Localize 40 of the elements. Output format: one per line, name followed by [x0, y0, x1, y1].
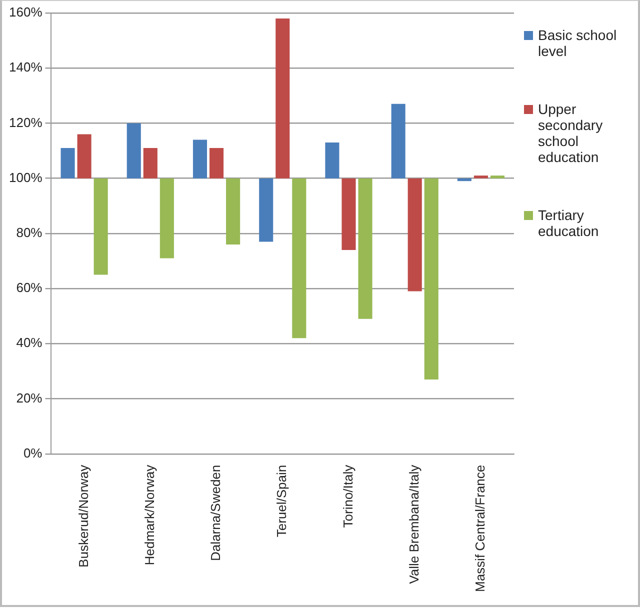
bar [160, 178, 174, 258]
bar [126, 123, 141, 178]
y-tick-label: 160% [9, 4, 43, 20]
x-tick-label: Torino/Italy [340, 464, 356, 528]
bar [209, 148, 224, 178]
bar [192, 140, 208, 178]
x-tick-label: Buskerud/Norway [76, 464, 91, 568]
y-tick-label: 80% [16, 225, 43, 240]
bar [358, 178, 372, 319]
y-tick-label: 20% [16, 390, 43, 406]
x-tick-label: Hedmark/Norway [142, 464, 157, 566]
bar [94, 178, 108, 275]
bar [226, 178, 240, 244]
x-tick-label: Teruel/Spain [274, 464, 290, 538]
bar [77, 134, 92, 178]
y-tick-label: 100% [9, 170, 43, 185]
bar [342, 178, 356, 250]
bar [259, 178, 274, 242]
y-tick-label: 40% [16, 335, 43, 350]
bar [490, 176, 504, 178]
bar [391, 104, 406, 178]
bar [60, 148, 75, 178]
bar [143, 148, 158, 178]
x-tick-label: Valle Brembana/Italy [406, 464, 422, 584]
bar [474, 176, 488, 178]
x-tick-label: Massif Central/France [472, 464, 488, 592]
bar [408, 178, 422, 292]
bar [457, 178, 472, 182]
y-tick-label: 140% [9, 60, 43, 75]
bar [292, 178, 306, 338]
bar [325, 142, 340, 178]
legend-label: Upper secondary school education [538, 101, 604, 165]
legend-label: Basic school level [538, 27, 618, 59]
bar [424, 178, 438, 380]
y-tick-label: 0% [23, 445, 43, 460]
x-tick-label: Dalarna/Sweden [208, 464, 224, 561]
y-tick-label: 120% [9, 114, 43, 130]
legend-label: Tertiary education [538, 207, 600, 239]
y-tick-label: 60% [16, 280, 43, 296]
bar [276, 18, 290, 178]
